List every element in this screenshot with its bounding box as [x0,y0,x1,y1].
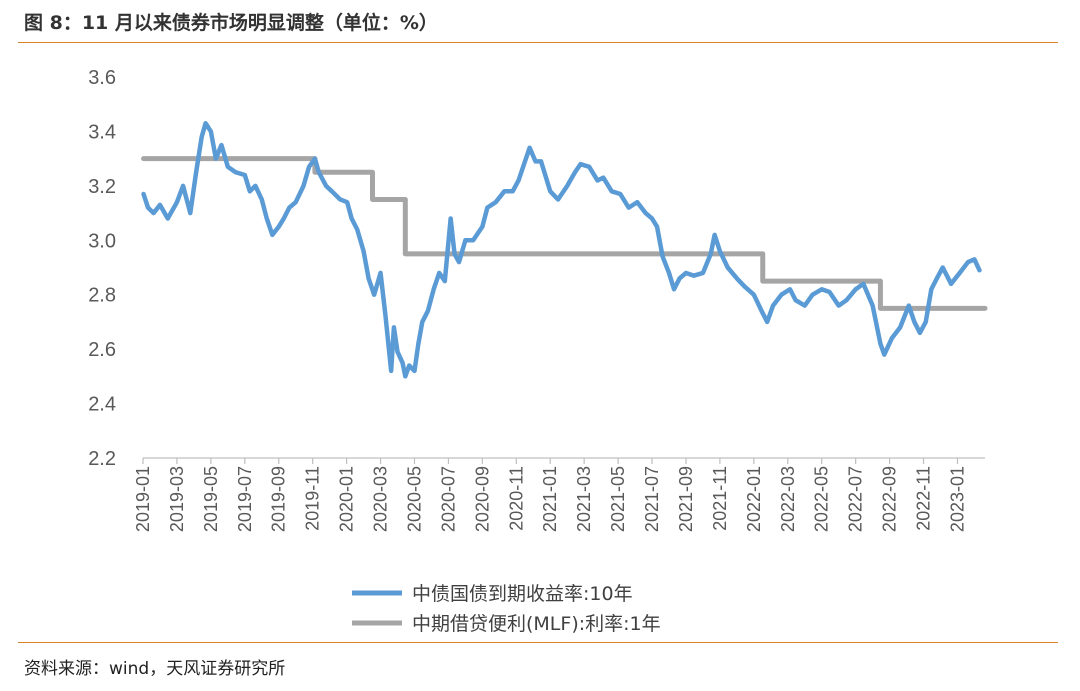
top-divider [18,42,1058,43]
series-line-1 [141,121,982,379]
x-tick-label: 2019-07 [235,466,255,532]
x-tick-label: 2022-01 [744,466,764,532]
y-axis: 2.2 2.4 2.6 2.8 3.0 3.2 3.4 3.6 [88,67,116,470]
x-tick-label: 2020-01 [337,466,357,532]
x-axis: 2019-01 2019-03 2019-05 2019-07 2019-09 2019-… [133,457,985,532]
x-tick-label: 2020-03 [371,466,391,532]
x-tick-label: 2019-09 [269,466,289,532]
legend-label: 中期借贷便利(MLF):利率:1年 [412,613,661,635]
x-tick-label: 2020-09 [472,466,492,532]
y-tick-label: 2.6 [88,339,116,361]
x-tick-label: 2019-11 [303,466,323,531]
line-chart: 2.22.42.62.83.03.23.43.6 2019-01 2019-03 2… [88,67,988,635]
legend-label: 中债国债到期收益率:10年 [412,583,633,605]
x-tick-label: 2021-07 [642,466,662,532]
x-tick-label: 2020-11 [506,466,526,531]
y-tick-label: 3.4 [88,121,116,143]
x-tick-label: 2021-05 [608,466,628,532]
x-tick-label: 2021-01 [540,466,560,532]
x-tick-label: 2020-07 [438,466,458,532]
x-tick-label: 2022-03 [778,466,798,532]
x-tick-label: 2022-05 [812,466,832,532]
x-tick-label: 2020-05 [404,466,424,532]
x-tick-label: 2021-11 [710,466,730,531]
y-tick-label: 2.4 [88,394,116,416]
bottom-divider [18,642,1058,643]
x-tick-label: 2019-01 [133,466,153,532]
y-tick-label: 2.8 [88,285,116,307]
x-tick-label: 2021-09 [676,466,696,532]
y-tick-label: 2.2 [88,448,116,470]
x-tick-label: 2022-09 [880,466,900,532]
chart-title: 图 8：11 月以来债券市场明显调整（单位：%） [24,12,438,34]
x-tick-label: 2022-11 [914,466,934,531]
x-tick-label: 2023-01 [947,466,967,532]
y-tick-label: 3.2 [88,176,116,198]
y-tick-label: 3.6 [88,67,116,89]
series-layer [141,121,988,379]
x-tick-label: 2022-07 [846,466,866,532]
series-line-2 [141,156,988,311]
source-note: 资料来源：wind，天风证券研究所 [24,659,286,679]
x-tick-label: 2021-03 [574,466,594,532]
x-tick-label: 2019-03 [167,466,187,532]
x-tick-label: 2019-05 [201,466,221,532]
y-tick-label: 3.0 [88,230,116,252]
